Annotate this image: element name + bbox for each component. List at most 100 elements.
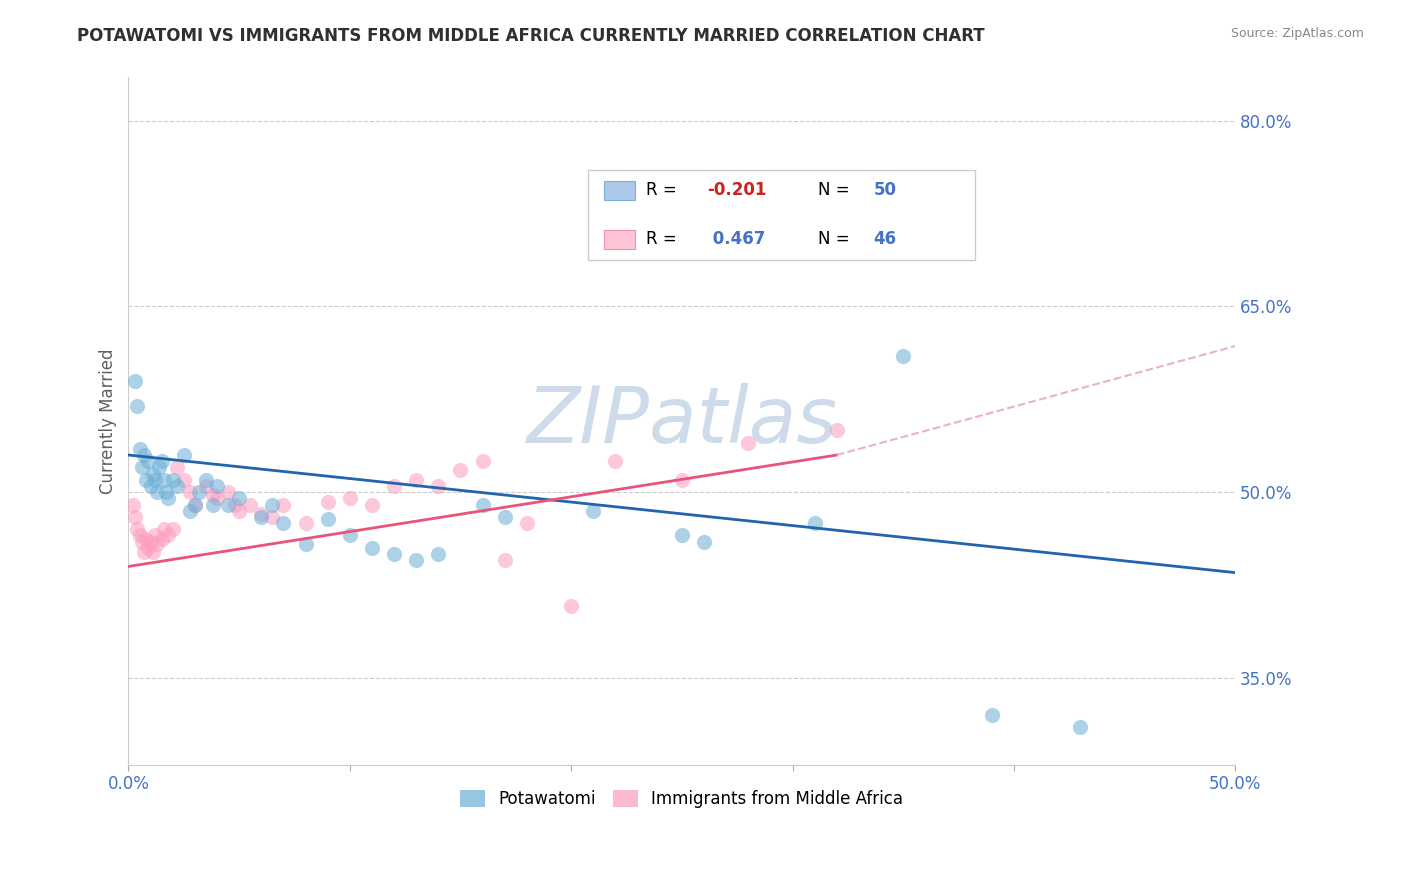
Point	[427, 479, 450, 493]
Point	[262, 510, 284, 524]
Point	[516, 516, 538, 530]
Point	[173, 448, 195, 462]
Point	[825, 423, 848, 437]
Point	[316, 512, 339, 526]
Point	[194, 479, 217, 493]
Text: R =: R =	[647, 181, 682, 199]
Text: -0.201: -0.201	[707, 181, 766, 199]
Point	[155, 485, 177, 500]
FancyBboxPatch shape	[605, 230, 636, 249]
Point	[693, 534, 716, 549]
Point	[228, 491, 250, 506]
Point	[153, 473, 176, 487]
Point	[201, 488, 224, 502]
Point	[157, 528, 180, 542]
Text: Source: ZipAtlas.com: Source: ZipAtlas.com	[1230, 27, 1364, 40]
Legend: Potawatomi, Immigrants from Middle Africa: Potawatomi, Immigrants from Middle Afric…	[454, 783, 910, 814]
Point	[142, 544, 165, 558]
Point	[671, 473, 693, 487]
Text: ZIPatlas: ZIPatlas	[526, 383, 838, 459]
Point	[166, 460, 188, 475]
Text: 46: 46	[873, 230, 897, 248]
Point	[494, 553, 516, 567]
Point	[427, 547, 450, 561]
Point	[153, 522, 176, 536]
Point	[131, 534, 153, 549]
Point	[450, 463, 472, 477]
Point	[803, 516, 825, 530]
Point	[124, 510, 146, 524]
Point	[148, 460, 170, 475]
Point	[582, 504, 605, 518]
Point	[184, 498, 207, 512]
Point	[157, 491, 180, 506]
Point	[382, 547, 405, 561]
Point	[150, 532, 173, 546]
Text: 0.467: 0.467	[707, 230, 766, 248]
Point	[471, 454, 494, 468]
Point	[138, 454, 160, 468]
Point	[361, 498, 384, 512]
Point	[239, 498, 262, 512]
Point	[262, 498, 284, 512]
Point	[494, 510, 516, 524]
Point	[146, 485, 169, 500]
Point	[150, 454, 173, 468]
Point	[228, 504, 250, 518]
Point	[273, 498, 295, 512]
Point	[891, 349, 914, 363]
Text: N =: N =	[818, 230, 855, 248]
Point	[737, 435, 759, 450]
Point	[205, 491, 228, 506]
Text: N =: N =	[818, 181, 855, 199]
Point	[405, 553, 427, 567]
Point	[250, 508, 273, 522]
Text: R =: R =	[647, 230, 682, 248]
Point	[316, 495, 339, 509]
Point	[131, 460, 153, 475]
Point	[560, 599, 582, 613]
Point	[142, 467, 165, 481]
Point	[138, 541, 160, 555]
Point	[194, 473, 217, 487]
Point	[471, 498, 494, 512]
Point	[179, 504, 201, 518]
Point	[250, 510, 273, 524]
Point	[143, 528, 166, 542]
Point	[294, 516, 316, 530]
Point	[339, 528, 361, 542]
Point	[382, 479, 405, 493]
Point	[128, 442, 150, 456]
Point	[671, 528, 693, 542]
Point	[339, 491, 361, 506]
Point	[146, 537, 169, 551]
Point	[294, 537, 316, 551]
Point	[1069, 720, 1091, 734]
Point	[139, 534, 162, 549]
FancyBboxPatch shape	[605, 181, 636, 200]
Text: POTAWATOMI VS IMMIGRANTS FROM MIDDLE AFRICA CURRENTLY MARRIED CORRELATION CHART: POTAWATOMI VS IMMIGRANTS FROM MIDDLE AFR…	[77, 27, 986, 45]
Point	[135, 532, 157, 546]
Y-axis label: Currently Married: Currently Married	[100, 348, 117, 494]
Point	[162, 522, 184, 536]
Point	[205, 479, 228, 493]
Point	[128, 528, 150, 542]
Point	[162, 473, 184, 487]
Point	[273, 516, 295, 530]
Point	[179, 485, 201, 500]
Point	[201, 498, 224, 512]
FancyBboxPatch shape	[588, 170, 976, 260]
Point	[405, 473, 427, 487]
Point	[224, 498, 246, 512]
Point	[166, 479, 188, 493]
Point	[173, 473, 195, 487]
Point	[605, 454, 627, 468]
Point	[217, 498, 239, 512]
Point	[188, 485, 211, 500]
Point	[361, 541, 384, 555]
Point	[127, 399, 149, 413]
Point	[139, 479, 162, 493]
Point	[135, 473, 157, 487]
Point	[184, 498, 207, 512]
Point	[132, 448, 155, 462]
